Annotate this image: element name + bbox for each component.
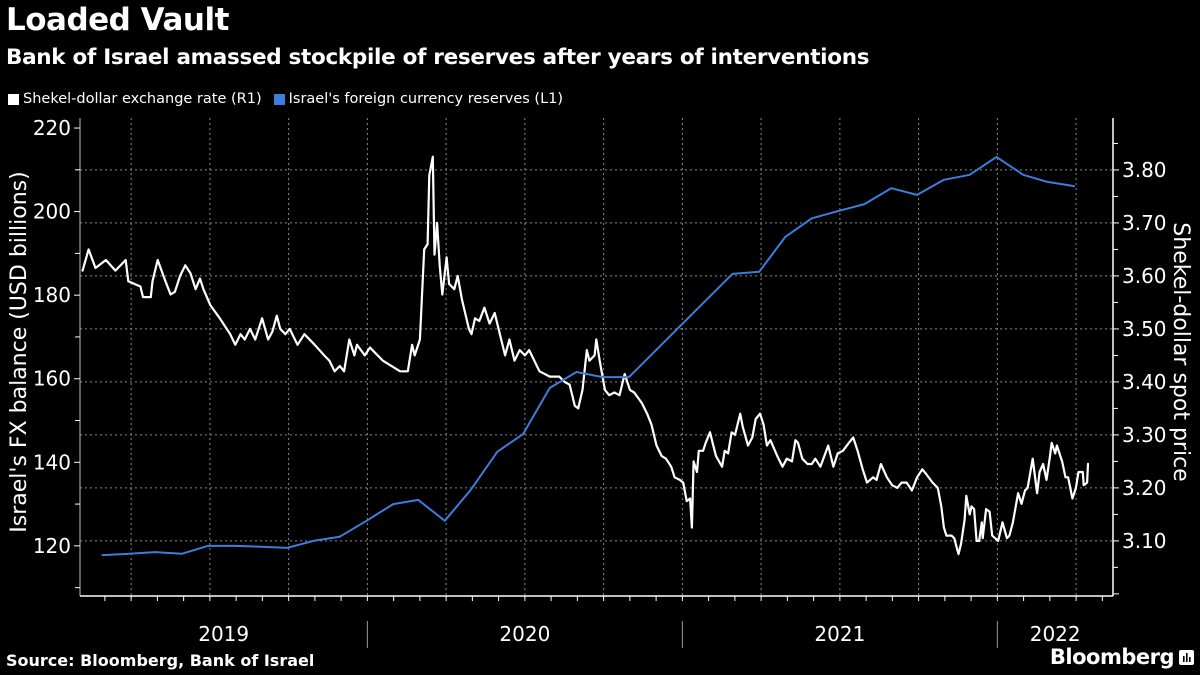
bar-chart-icon xyxy=(1179,650,1194,665)
chart-subtitle: Bank of Israel amassed stockpile of rese… xyxy=(6,45,870,70)
y-axis-left-tick-label: 140 xyxy=(33,450,71,474)
x-axis-year-label: 2022 xyxy=(1030,622,1081,646)
y-axis-right-tick-label: 3.50 xyxy=(1122,317,1167,341)
legend-swatch-exchange-rate xyxy=(8,93,19,105)
legend-label-exchange-rate: Shekel-dollar exchange rate (R1) xyxy=(23,91,262,107)
y-axis-right-label: Shekel-dollar spot price xyxy=(1168,222,1193,481)
y-axis-right-tick-label: 3.40 xyxy=(1122,370,1167,394)
brand-logo: Bloomberg xyxy=(1049,645,1175,669)
series-line-reserves xyxy=(101,155,1076,557)
y-axis-left-tick-label: 220 xyxy=(33,116,71,140)
legend-item-reserves[interactable]: Israel's foreign currency reserves (L1) xyxy=(273,91,564,107)
grid-lines xyxy=(80,118,1113,596)
x-axis-year-label: 2019 xyxy=(198,622,249,646)
legend-label-reserves: Israel's foreign currency reserves (L1) xyxy=(288,91,564,107)
legend-item-exchange-rate[interactable]: Shekel-dollar exchange rate (R1) xyxy=(8,91,262,107)
series-lines xyxy=(81,155,1090,557)
y-axis-right-tick-label: 3.30 xyxy=(1122,423,1167,447)
axes: 120 140 160 180 200 220 3.10 3.20 3.30 3.40 3.50 3.… xyxy=(33,116,1167,648)
y-axis-left-tick-label: 200 xyxy=(33,200,71,224)
y-axis-right-tick-label: 3.10 xyxy=(1122,529,1167,553)
y-axis-right-tick-label: 3.60 xyxy=(1122,264,1167,288)
legend-swatch-reserves xyxy=(273,93,285,105)
y-axis-right-tick-label: 3.70 xyxy=(1122,211,1167,235)
source-note: Source: Bloomberg, Bank of Israel xyxy=(6,651,315,670)
x-axis-year-label: 2021 xyxy=(814,622,865,646)
y-axis-left-tick-label: 120 xyxy=(33,534,71,558)
x-axis-year-label: 2020 xyxy=(499,622,550,646)
series-line-exchange-rate xyxy=(81,155,1090,556)
y-axis-right-tick-label: 3.80 xyxy=(1122,158,1167,182)
chart-title: Loaded Vault xyxy=(6,2,229,38)
y-axis-left-label: Israel's FX balance (USD billions) xyxy=(7,171,32,532)
y-axis-left-tick-label: 160 xyxy=(33,367,71,391)
legend: Shekel-dollar exchange rate (R1) Israel'… xyxy=(8,91,575,107)
y-axis-right-tick-label: 3.20 xyxy=(1122,476,1167,500)
y-axis-left-tick-label: 180 xyxy=(33,283,71,307)
